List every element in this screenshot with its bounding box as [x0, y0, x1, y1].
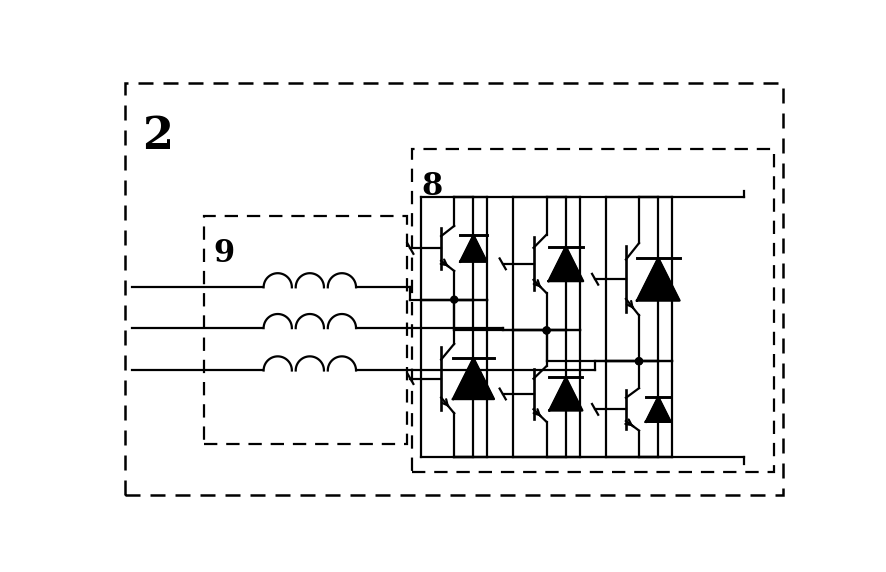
Circle shape — [635, 358, 641, 365]
Bar — [411, 149, 773, 472]
Polygon shape — [636, 258, 679, 300]
Circle shape — [542, 327, 549, 334]
Text: 2: 2 — [142, 115, 173, 158]
Circle shape — [450, 296, 457, 303]
Circle shape — [542, 327, 549, 334]
Polygon shape — [548, 378, 582, 411]
Polygon shape — [460, 235, 486, 262]
Text: 8: 8 — [421, 171, 442, 202]
Text: 9: 9 — [213, 238, 234, 269]
Polygon shape — [645, 397, 670, 422]
Polygon shape — [548, 247, 582, 281]
Bar — [204, 216, 407, 444]
Circle shape — [635, 358, 641, 365]
Polygon shape — [453, 358, 494, 399]
